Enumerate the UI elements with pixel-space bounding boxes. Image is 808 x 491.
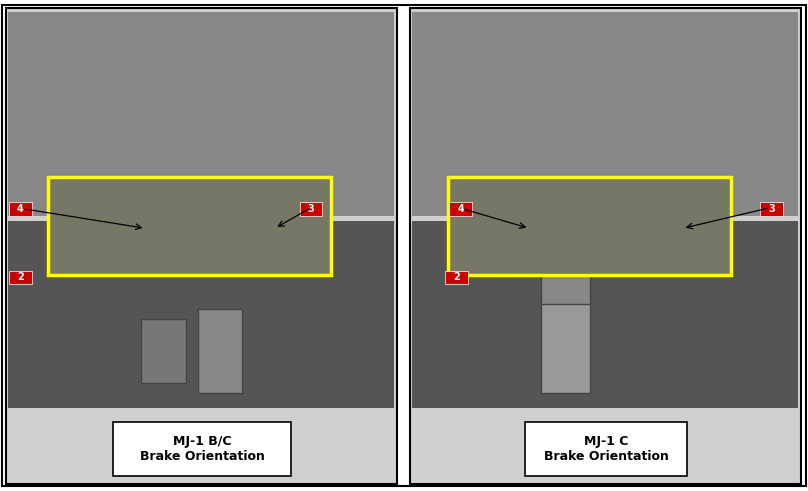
FancyBboxPatch shape bbox=[300, 202, 322, 216]
FancyBboxPatch shape bbox=[9, 271, 32, 284]
FancyBboxPatch shape bbox=[445, 271, 468, 284]
Text: MJ-1 B/C
Brake Orientation: MJ-1 B/C Brake Orientation bbox=[140, 435, 264, 464]
Text: 2: 2 bbox=[453, 273, 460, 282]
FancyBboxPatch shape bbox=[449, 202, 472, 216]
Bar bbox=[8, 221, 394, 408]
Bar bbox=[412, 221, 798, 408]
Bar bbox=[141, 319, 186, 383]
FancyBboxPatch shape bbox=[113, 422, 291, 476]
Bar bbox=[198, 309, 242, 393]
FancyBboxPatch shape bbox=[760, 202, 783, 216]
Bar bbox=[541, 295, 590, 393]
FancyBboxPatch shape bbox=[525, 422, 687, 476]
Text: 1: 1 bbox=[574, 430, 581, 439]
Text: 4: 4 bbox=[17, 204, 23, 214]
Bar bbox=[448, 177, 731, 275]
FancyBboxPatch shape bbox=[9, 202, 32, 216]
Bar bbox=[6, 8, 397, 484]
Bar bbox=[48, 177, 331, 275]
FancyBboxPatch shape bbox=[219, 428, 242, 441]
FancyBboxPatch shape bbox=[566, 428, 589, 441]
Bar bbox=[410, 8, 801, 484]
Text: 3: 3 bbox=[308, 204, 314, 214]
Text: 3: 3 bbox=[768, 204, 775, 214]
Text: 1: 1 bbox=[227, 430, 234, 439]
Bar bbox=[541, 275, 590, 304]
Text: 4: 4 bbox=[457, 204, 464, 214]
Bar bbox=[412, 12, 798, 216]
Text: 2: 2 bbox=[17, 273, 23, 282]
Text: MJ-1 C
Brake Orientation: MJ-1 C Brake Orientation bbox=[544, 435, 668, 464]
Bar bbox=[8, 12, 394, 216]
